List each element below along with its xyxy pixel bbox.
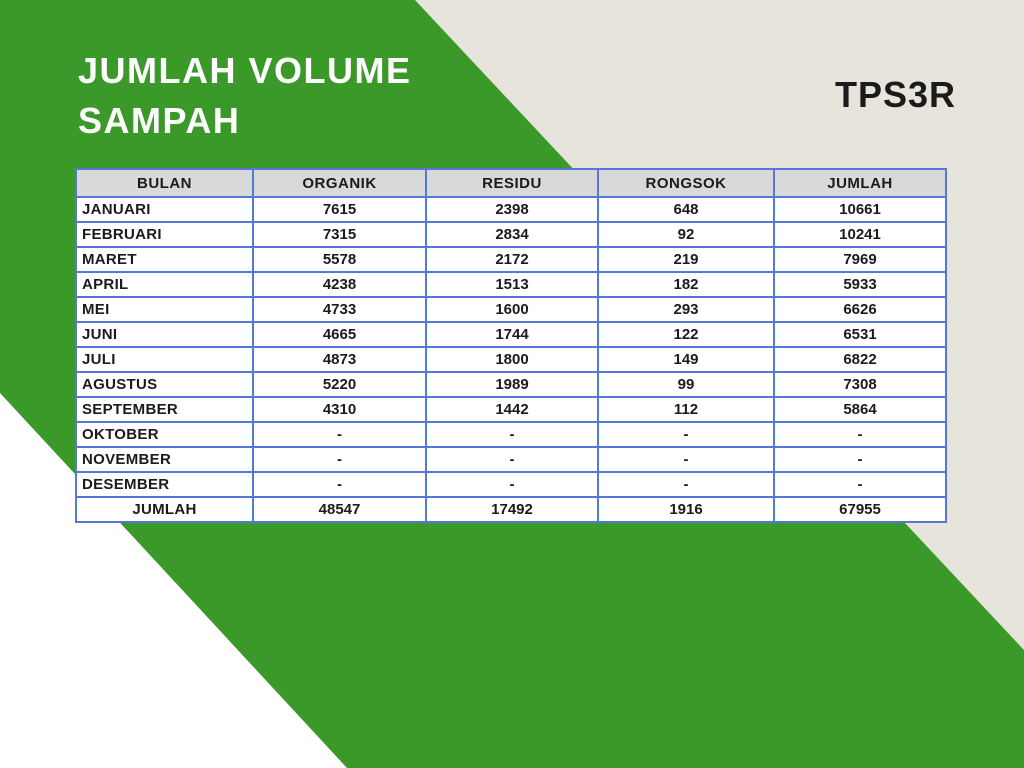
- table-row: APRIL 4238 1513 182 5933: [75, 271, 947, 298]
- value-cell: 112: [597, 396, 775, 423]
- total-label-cell: JUMLAH: [75, 496, 254, 523]
- value-cell: 4873: [252, 346, 427, 373]
- value-cell: -: [425, 471, 599, 498]
- title-line-1: JUMLAH VOLUME: [78, 50, 412, 91]
- table-row: AGUSTUS 5220 1989 99 7308: [75, 371, 947, 398]
- value-cell: -: [773, 446, 947, 473]
- value-cell: 219: [597, 246, 775, 273]
- waste-volume-table: BULAN ORGANIK RESIDU RONGSOK JUMLAH JANUARI 7…: [75, 168, 947, 523]
- table-row: MEI 4733 1600 293 6626: [75, 296, 947, 323]
- table-row: FEBRUARI 7315 2834 92 10241: [75, 221, 947, 248]
- table-row: JULI 4873 1800 149 6822: [75, 346, 947, 373]
- title-line-2: SAMPAH: [78, 100, 241, 141]
- waste-volume-table-container: BULAN ORGANIK RESIDU RONGSOK JUMLAH JANUARI 7…: [75, 168, 947, 523]
- value-cell: -: [597, 421, 775, 448]
- value-cell: 1513: [425, 271, 599, 298]
- header-cell: JUMLAH: [773, 168, 947, 198]
- value-cell: 4733: [252, 296, 427, 323]
- value-cell: -: [252, 421, 427, 448]
- value-cell: 122: [597, 321, 775, 348]
- value-cell: 7969: [773, 246, 947, 273]
- total-value-cell: 67955: [773, 496, 947, 523]
- table-header: BULAN ORGANIK RESIDU RONGSOK JUMLAH: [75, 168, 947, 198]
- value-cell: 6626: [773, 296, 947, 323]
- value-cell: 4238: [252, 271, 427, 298]
- value-cell: 2834: [425, 221, 599, 248]
- value-cell: 5864: [773, 396, 947, 423]
- value-cell: -: [773, 421, 947, 448]
- value-cell: 2172: [425, 246, 599, 273]
- table-row: MARET 5578 2172 219 7969: [75, 246, 947, 273]
- value-cell: 1989: [425, 371, 599, 398]
- header-cell: RONGSOK: [597, 168, 775, 198]
- value-cell: 1600: [425, 296, 599, 323]
- value-cell: 1744: [425, 321, 599, 348]
- value-cell: 1442: [425, 396, 599, 423]
- header-cell: RESIDU: [425, 168, 599, 198]
- value-cell: -: [425, 421, 599, 448]
- value-cell: 182: [597, 271, 775, 298]
- table-row: OKTOBER - - - -: [75, 421, 947, 448]
- value-cell: 92: [597, 221, 775, 248]
- value-cell: 293: [597, 296, 775, 323]
- month-cell: MEI: [75, 296, 254, 323]
- value-cell: 6531: [773, 321, 947, 348]
- table-row: NOVEMBER - - - -: [75, 446, 947, 473]
- total-row: JUMLAH 48547 17492 1916 67955: [75, 496, 947, 523]
- month-cell: AGUSTUS: [75, 371, 254, 398]
- value-cell: 648: [597, 196, 775, 223]
- month-cell: NOVEMBER: [75, 446, 254, 473]
- month-cell: FEBRUARI: [75, 221, 254, 248]
- table-row: JUNI 4665 1744 122 6531: [75, 321, 947, 348]
- value-cell: 7615: [252, 196, 427, 223]
- value-cell: 4665: [252, 321, 427, 348]
- header-cell: BULAN: [75, 168, 254, 198]
- total-value-cell: 17492: [425, 496, 599, 523]
- value-cell: 1800: [425, 346, 599, 373]
- value-cell: -: [252, 471, 427, 498]
- total-value-cell: 48547: [252, 496, 427, 523]
- table-body: JANUARI 7615 2398 648 10661 FEBRUARI 7315 2834 9…: [75, 196, 947, 523]
- month-cell: DESEMBER: [75, 471, 254, 498]
- total-value-cell: 1916: [597, 496, 775, 523]
- value-cell: -: [597, 471, 775, 498]
- value-cell: 5220: [252, 371, 427, 398]
- value-cell: 6822: [773, 346, 947, 373]
- table-header-row: BULAN ORGANIK RESIDU RONGSOK JUMLAH: [75, 168, 947, 198]
- page-title: JUMLAH VOLUME SAMPAH: [78, 46, 412, 146]
- header-cell: ORGANIK: [252, 168, 427, 198]
- month-cell: SEPTEMBER: [75, 396, 254, 423]
- value-cell: 7315: [252, 221, 427, 248]
- value-cell: 99: [597, 371, 775, 398]
- value-cell: -: [773, 471, 947, 498]
- value-cell: 5933: [773, 271, 947, 298]
- month-cell: MARET: [75, 246, 254, 273]
- month-cell: OKTOBER: [75, 421, 254, 448]
- value-cell: 5578: [252, 246, 427, 273]
- value-cell: 10241: [773, 221, 947, 248]
- value-cell: 10661: [773, 196, 947, 223]
- month-cell: JUNI: [75, 321, 254, 348]
- month-cell: APRIL: [75, 271, 254, 298]
- value-cell: -: [252, 446, 427, 473]
- value-cell: -: [425, 446, 599, 473]
- value-cell: 149: [597, 346, 775, 373]
- table-row: DESEMBER - - - -: [75, 471, 947, 498]
- table-row: JANUARI 7615 2398 648 10661: [75, 196, 947, 223]
- value-cell: 7308: [773, 371, 947, 398]
- value-cell: -: [597, 446, 775, 473]
- value-cell: 2398: [425, 196, 599, 223]
- month-cell: JULI: [75, 346, 254, 373]
- table-row: SEPTEMBER 4310 1442 112 5864: [75, 396, 947, 423]
- tps3r-label: TPS3R: [834, 74, 956, 115]
- month-cell: JANUARI: [75, 196, 254, 223]
- value-cell: 4310: [252, 396, 427, 423]
